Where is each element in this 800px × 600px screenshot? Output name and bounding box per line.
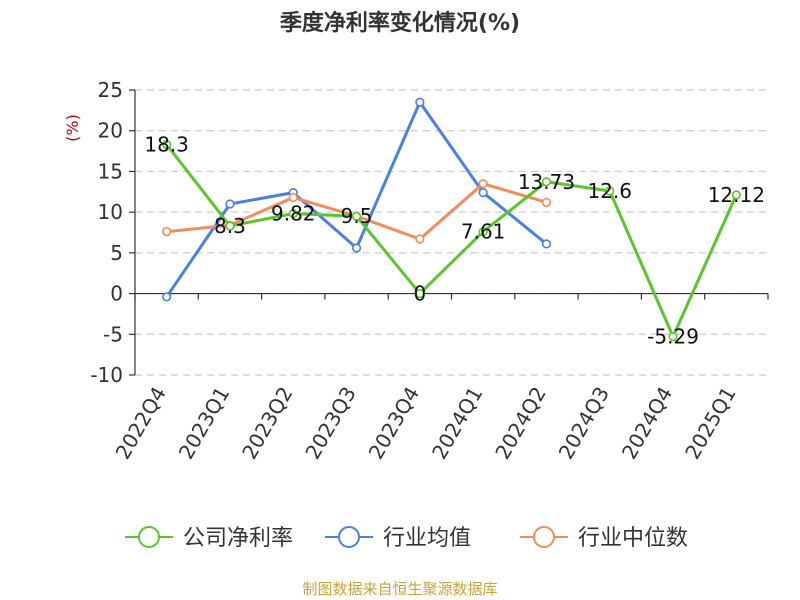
data-label: 12.12 — [708, 183, 765, 207]
data-point — [478, 188, 488, 198]
legend-item[interactable]: 公司净利率 — [125, 526, 293, 551]
data-point — [415, 288, 425, 299]
data-point — [478, 227, 488, 237]
legend-label: 公司净利率 — [183, 526, 293, 551]
chart-title: 季度净利率变化情况(%) — [280, 10, 520, 36]
data-point — [731, 190, 741, 200]
y-tick-label: 10 — [98, 200, 123, 224]
x-tick-label: 2023Q3 — [300, 383, 360, 464]
legend-item[interactable]: 行业中位数 — [520, 526, 688, 551]
data-label: 13.73 — [518, 170, 575, 194]
data-point — [605, 186, 615, 196]
legend-marker — [533, 526, 555, 548]
y-tick-label: 20 — [98, 119, 123, 143]
data-point — [288, 192, 298, 203]
data-label: -5.29 — [647, 325, 699, 349]
legend-marker — [138, 526, 160, 548]
data-point — [351, 243, 362, 253]
data-label: 9.82 — [271, 202, 316, 226]
data-point — [162, 139, 172, 150]
data-point — [162, 292, 172, 302]
x-tick-label: 2023Q4 — [364, 383, 424, 464]
x-tick-label: 2024Q2 — [490, 383, 550, 464]
x-tick-label: 2022Q4 — [111, 383, 171, 464]
data-point — [225, 199, 235, 209]
y-tick-label: -5 — [103, 322, 123, 346]
data-label: 9.5 — [341, 204, 373, 228]
axes — [129, 89, 769, 376]
data-label: 18.3 — [144, 133, 189, 157]
y-tick-label: 15 — [98, 159, 123, 183]
x-tick-label: 2025Q1 — [680, 383, 740, 464]
data-point — [351, 211, 362, 221]
legend-label: 行业均值 — [383, 526, 471, 551]
data-point — [541, 177, 552, 187]
data-point — [541, 239, 552, 249]
data-point — [541, 197, 552, 207]
x-tick-label: 2023Q2 — [237, 383, 297, 464]
source-note: 制图数据来自恒生聚源数据库 — [302, 580, 497, 598]
y-tick-label: 0 — [110, 282, 123, 306]
x-tick-labels: 2022Q4 2023Q1 2023Q2 2023Q3 2023Q4 2024Q1 2024… — [111, 383, 741, 464]
data-point — [478, 179, 488, 189]
legend: 公司净利率 行业均值 行业中位数 — [125, 526, 688, 551]
data-label: 0 — [413, 282, 426, 306]
x-tick-label: 2023Q1 — [174, 383, 234, 464]
series-line — [165, 143, 738, 339]
series-line — [165, 100, 548, 298]
x-tick-label: 2024Q3 — [554, 383, 614, 464]
data-labels: 18.3 8.3 9.82 9.5 0 7.61 13.73 12.6 -5.29 12.12 — [144, 133, 765, 349]
data-point — [162, 227, 172, 237]
data-point — [225, 221, 235, 231]
data-label: 8.3 — [214, 214, 246, 238]
y-tick-label: -10 — [90, 363, 123, 387]
y-tick-label: 25 — [98, 78, 123, 102]
data-label: 7.61 — [461, 220, 506, 244]
data-point — [415, 234, 425, 244]
legend-marker — [338, 526, 360, 548]
series-lines — [162, 97, 741, 342]
y-tick-label: 5 — [110, 241, 123, 265]
data-point — [288, 209, 298, 219]
legend-label: 行业中位数 — [578, 526, 688, 551]
y-axis-unit: (%) — [63, 114, 82, 142]
data-point — [415, 97, 425, 107]
x-tick-label: 2024Q4 — [617, 383, 677, 464]
legend-item[interactable]: 行业均值 — [325, 526, 471, 551]
data-label: 12.6 — [587, 179, 632, 203]
y-tick-labels: 25 20 15 10 5 0 -5 -10 — [90, 78, 123, 387]
x-tick-label: 2024Q1 — [427, 383, 487, 464]
data-point — [668, 332, 678, 342]
